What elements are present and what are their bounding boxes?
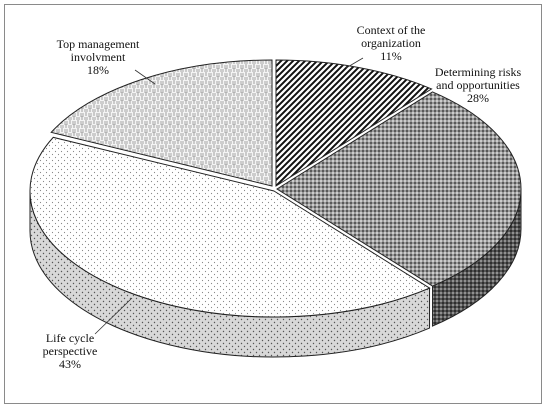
- pie-slice-0: [275, 59, 433, 187]
- pie-slice-2: [29, 136, 431, 318]
- slice-label-3: Top management: [57, 37, 140, 51]
- pie-slice-3: [50, 59, 273, 187]
- slice-value-label-0: 11%: [380, 49, 402, 63]
- pie-slice-1: [276, 91, 522, 287]
- slice-label-2: Life cycle: [46, 331, 94, 345]
- slice-value-label-1: 28%: [467, 91, 489, 105]
- slice-label-0: organization: [361, 36, 421, 50]
- slice-value-label-2: 43%: [59, 357, 81, 371]
- leader-line-0: [345, 57, 364, 69]
- slice-label-1: and opportunities: [436, 78, 520, 92]
- slice-value-label-3: 18%: [87, 63, 109, 77]
- slice-label-2: perspective: [43, 344, 98, 358]
- leader-line-3: [134, 69, 156, 85]
- leader-line-2: [94, 297, 133, 335]
- slice-label-3: involvment: [71, 50, 126, 64]
- slice-label-1: Determining risks: [435, 65, 522, 79]
- slice-label-0: Context of the: [357, 23, 426, 37]
